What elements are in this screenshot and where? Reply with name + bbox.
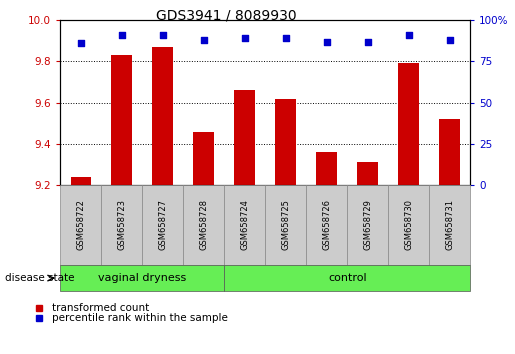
- Text: percentile rank within the sample: percentile rank within the sample: [52, 313, 228, 323]
- Text: GSM658729: GSM658729: [363, 200, 372, 250]
- Text: disease state: disease state: [5, 273, 75, 283]
- Point: [77, 40, 85, 46]
- Point: [322, 39, 331, 45]
- Point: [405, 32, 413, 38]
- Text: GSM658730: GSM658730: [404, 199, 413, 251]
- Bar: [194, 132, 214, 185]
- Point: [445, 37, 454, 43]
- Bar: [234, 90, 255, 185]
- Text: GSM658726: GSM658726: [322, 199, 331, 251]
- Bar: [111, 55, 132, 185]
- Bar: [399, 63, 419, 185]
- Text: GSM658723: GSM658723: [117, 199, 126, 251]
- Bar: [276, 98, 296, 185]
- Point: [364, 39, 372, 45]
- Text: GSM658727: GSM658727: [158, 199, 167, 251]
- Bar: [71, 177, 91, 185]
- Text: GDS3941 / 8089930: GDS3941 / 8089930: [156, 9, 297, 23]
- Text: GSM658728: GSM658728: [199, 199, 208, 251]
- Text: control: control: [328, 273, 367, 283]
- Point: [117, 32, 126, 38]
- Point: [200, 37, 208, 43]
- Text: transformed count: transformed count: [52, 303, 149, 313]
- Bar: [152, 47, 173, 185]
- Point: [282, 35, 290, 41]
- Bar: [439, 119, 460, 185]
- Text: GSM658724: GSM658724: [240, 200, 249, 250]
- Text: GSM658722: GSM658722: [76, 200, 85, 250]
- Bar: [316, 152, 337, 185]
- Text: vaginal dryness: vaginal dryness: [98, 273, 186, 283]
- Text: GSM658731: GSM658731: [445, 199, 454, 251]
- Point: [159, 32, 167, 38]
- Text: GSM658725: GSM658725: [281, 200, 290, 250]
- Bar: [357, 162, 378, 185]
- Point: [241, 35, 249, 41]
